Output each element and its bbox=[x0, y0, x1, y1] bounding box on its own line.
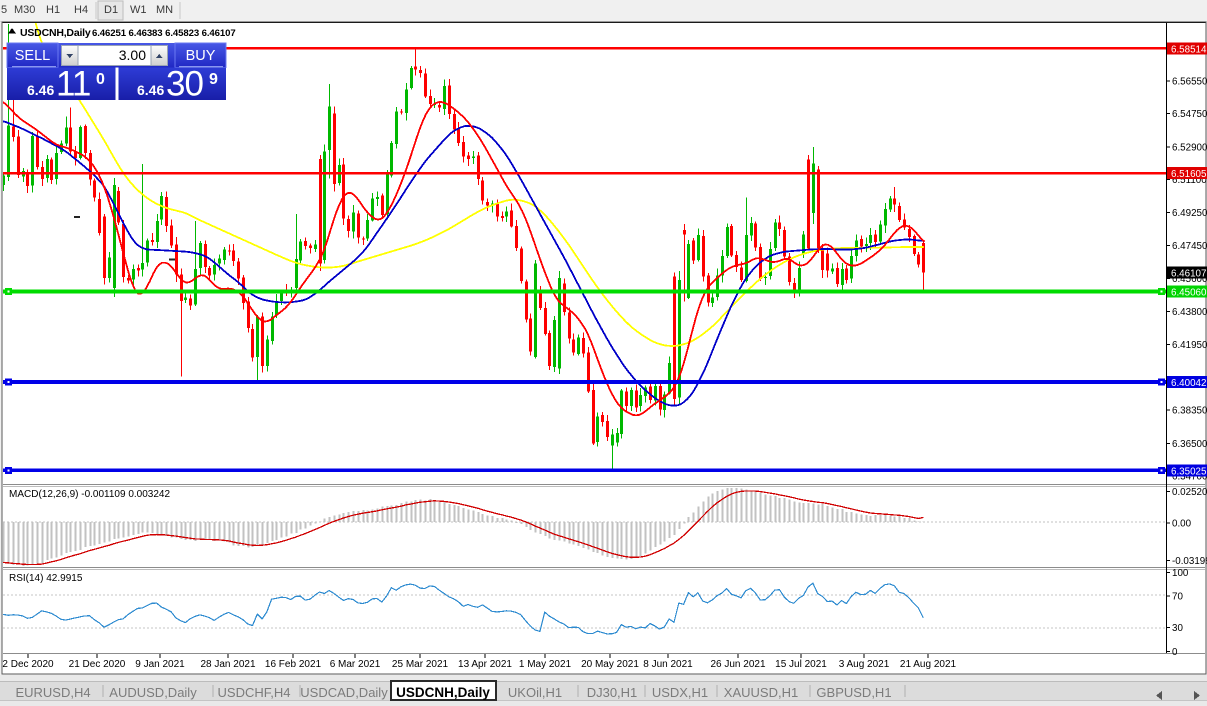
svg-text:0: 0 bbox=[96, 71, 105, 88]
svg-text:11: 11 bbox=[56, 65, 90, 104]
svg-text:6.35025: 6.35025 bbox=[1171, 466, 1207, 477]
svg-text:USDCNH,Daily: USDCNH,Daily bbox=[20, 27, 91, 39]
svg-text:13 Apr 2021: 13 Apr 2021 bbox=[458, 659, 512, 670]
svg-text:9: 9 bbox=[209, 71, 218, 88]
svg-text:6.58514: 6.58514 bbox=[1171, 44, 1207, 55]
svg-text:AUDUSD,Daily: AUDUSD,Daily bbox=[109, 685, 197, 700]
svg-text:21 Dec 2020: 21 Dec 2020 bbox=[69, 659, 126, 670]
svg-text:30: 30 bbox=[1172, 623, 1183, 634]
svg-text:GBPUSD,H1: GBPUSD,H1 bbox=[816, 685, 891, 700]
svg-text:5: 5 bbox=[1, 4, 7, 16]
svg-text:0.00: 0.00 bbox=[1172, 519, 1192, 530]
svg-text:6.46251 6.46383 6.45823 6.4610: 6.46251 6.46383 6.45823 6.46107 bbox=[92, 28, 236, 39]
svg-text:MACD(12,26,9) -0.001109 0.0032: MACD(12,26,9) -0.001109 0.003242 bbox=[9, 489, 170, 500]
svg-text:6.43800: 6.43800 bbox=[1172, 307, 1207, 318]
svg-text:0.025209: 0.025209 bbox=[1172, 487, 1207, 498]
svg-text:EURUSD,H4: EURUSD,H4 bbox=[15, 685, 90, 700]
svg-text:XAUUSD,H1: XAUUSD,H1 bbox=[724, 685, 798, 700]
svg-text:0: 0 bbox=[1172, 647, 1178, 658]
svg-text:70: 70 bbox=[1172, 592, 1183, 603]
svg-text:M30: M30 bbox=[14, 4, 35, 16]
svg-text:21 Aug 2021: 21 Aug 2021 bbox=[900, 659, 957, 670]
svg-text:H1: H1 bbox=[46, 4, 60, 16]
svg-text:28 Jan 2021: 28 Jan 2021 bbox=[200, 659, 255, 670]
svg-text:6.46: 6.46 bbox=[137, 82, 164, 98]
svg-text:8 Jun 2021: 8 Jun 2021 bbox=[643, 659, 693, 670]
svg-text:100: 100 bbox=[1172, 568, 1189, 579]
svg-text:26 Jun 2021: 26 Jun 2021 bbox=[710, 659, 765, 670]
svg-text:6.56550: 6.56550 bbox=[1172, 76, 1207, 87]
svg-text:6.36500: 6.36500 bbox=[1172, 439, 1207, 450]
svg-text:UKOil,H1: UKOil,H1 bbox=[508, 685, 562, 700]
svg-text:6.41950: 6.41950 bbox=[1172, 340, 1207, 351]
svg-text:16 Feb 2021: 16 Feb 2021 bbox=[265, 659, 322, 670]
svg-text:15 Jul 2021: 15 Jul 2021 bbox=[775, 659, 827, 670]
svg-text:6.45060: 6.45060 bbox=[1171, 288, 1207, 299]
svg-text:6.45600: 6.45600 bbox=[1172, 274, 1207, 285]
svg-text:6 Mar 2021: 6 Mar 2021 bbox=[330, 659, 381, 670]
svg-text:6.34700: 6.34700 bbox=[1172, 471, 1207, 482]
svg-text:9 Jan 2021: 9 Jan 2021 bbox=[135, 659, 185, 670]
svg-text:6.52900: 6.52900 bbox=[1172, 142, 1207, 153]
svg-text:BUY: BUY bbox=[186, 48, 216, 64]
svg-text:USDCNH,Daily: USDCNH,Daily bbox=[396, 685, 490, 700]
svg-text:SELL: SELL bbox=[15, 48, 50, 64]
svg-text:20 May 2021: 20 May 2021 bbox=[581, 659, 639, 670]
svg-text:25 Mar 2021: 25 Mar 2021 bbox=[392, 659, 449, 670]
svg-text:USDCAD,Daily: USDCAD,Daily bbox=[300, 685, 388, 700]
svg-text:USDX,H1: USDX,H1 bbox=[652, 685, 708, 700]
svg-text:H4: H4 bbox=[74, 4, 88, 16]
svg-text:6.40042: 6.40042 bbox=[1171, 378, 1206, 389]
svg-text:6.54750: 6.54750 bbox=[1172, 109, 1207, 120]
svg-text:6.51100: 6.51100 bbox=[1172, 175, 1207, 186]
svg-text:6.46107: 6.46107 bbox=[1171, 269, 1206, 280]
svg-text:6.49250: 6.49250 bbox=[1172, 208, 1207, 219]
svg-text:6.46: 6.46 bbox=[27, 82, 54, 98]
svg-text:DJ30,H1: DJ30,H1 bbox=[587, 685, 638, 700]
svg-text:2 Dec 2020: 2 Dec 2020 bbox=[2, 659, 54, 670]
svg-text:3 Aug 2021: 3 Aug 2021 bbox=[839, 659, 890, 670]
svg-text:-0.03199: -0.03199 bbox=[1172, 556, 1207, 567]
svg-text:6.51605: 6.51605 bbox=[1171, 169, 1207, 180]
svg-text:W1: W1 bbox=[130, 4, 147, 16]
svg-text:1 May 2021: 1 May 2021 bbox=[519, 659, 572, 670]
svg-text:6.38350: 6.38350 bbox=[1172, 405, 1207, 416]
svg-text:3.00: 3.00 bbox=[119, 47, 146, 63]
svg-text:6.47450: 6.47450 bbox=[1172, 241, 1207, 252]
svg-text:D1: D1 bbox=[104, 4, 118, 16]
svg-text:USDCHF,H4: USDCHF,H4 bbox=[218, 685, 291, 700]
svg-text:RSI(14) 42.9915: RSI(14) 42.9915 bbox=[9, 573, 83, 584]
svg-text:MN: MN bbox=[156, 4, 173, 16]
svg-text:30: 30 bbox=[166, 65, 203, 104]
